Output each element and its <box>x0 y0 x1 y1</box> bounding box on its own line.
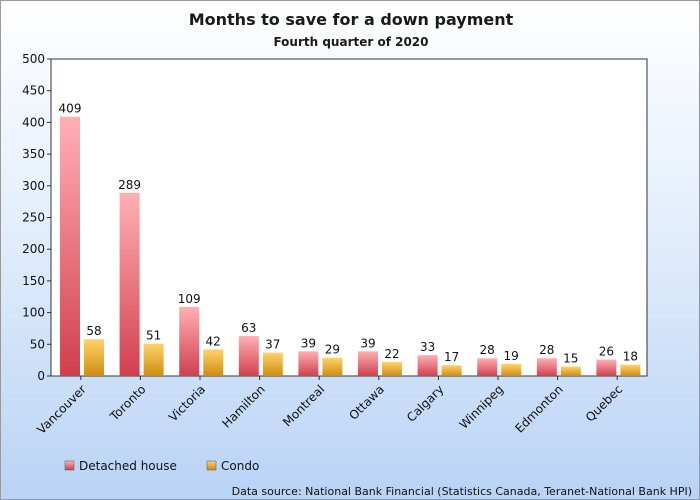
x-tick-label: Montreal <box>280 382 327 429</box>
data-label-detached-house: 409 <box>59 102 82 116</box>
data-label-condo: 17 <box>444 350 459 364</box>
bar-detached-house <box>536 358 557 376</box>
bar-condo <box>143 343 164 376</box>
x-tick-label: Winnipeg <box>457 382 507 432</box>
y-tick-label: 50 <box>30 337 45 351</box>
data-label-condo: 42 <box>206 334 221 348</box>
bar-condo <box>262 352 283 376</box>
data-label-condo: 22 <box>384 347 399 361</box>
data-label-detached-house: 39 <box>360 336 375 350</box>
x-tick-label: Vancouver <box>34 382 89 437</box>
bar-condo <box>560 366 581 376</box>
data-label-detached-house: 28 <box>539 343 554 357</box>
data-label-condo: 37 <box>265 338 280 352</box>
x-tick-label: Victoria <box>166 382 208 424</box>
x-tick-label: Ottawa <box>346 382 387 423</box>
x-tick-label: Hamilton <box>219 382 267 430</box>
y-tick-label: 100 <box>22 306 45 320</box>
legend-label-condo: Condo <box>221 459 259 473</box>
chart-title: Months to save for a down payment <box>189 10 514 29</box>
y-tick-label: 150 <box>22 274 45 288</box>
data-label-detached-house: 63 <box>241 321 256 335</box>
data-label-condo: 19 <box>504 349 519 363</box>
data-label-condo: 18 <box>623 350 638 364</box>
bar-detached-house <box>179 306 200 376</box>
data-label-detached-house: 109 <box>178 292 201 306</box>
y-tick-label: 450 <box>22 84 45 98</box>
x-tick-label: Edmonton <box>512 382 565 435</box>
bar-condo <box>382 362 402 376</box>
legend-swatch-condo <box>206 460 217 471</box>
bar-detached-house <box>119 192 140 376</box>
data-label-condo: 29 <box>325 343 340 357</box>
data-label-condo: 58 <box>86 324 101 338</box>
bar-condo <box>620 364 641 376</box>
bar-condo <box>203 349 224 376</box>
data-label-detached-house: 28 <box>480 343 495 357</box>
chart-subtitle: Fourth quarter of 2020 <box>273 35 428 49</box>
data-label-condo: 51 <box>146 329 161 343</box>
legend-swatch-detached-house <box>64 460 75 471</box>
data-label-detached-house: 26 <box>599 345 614 359</box>
y-tick-label: 500 <box>22 52 45 66</box>
data-label-detached-house: 39 <box>301 336 316 350</box>
y-tick-label: 250 <box>22 211 45 225</box>
y-axis: 0 50 100 150 200 250 300 350 400 450 500 <box>22 52 51 383</box>
bar-detached-house <box>417 355 438 376</box>
data-label-detached-house: 33 <box>420 340 435 354</box>
data-label-detached-house: 289 <box>118 178 141 192</box>
bar-condo <box>501 363 522 376</box>
y-tick-label: 350 <box>22 147 45 161</box>
bar-detached-house <box>358 351 378 376</box>
bar-condo <box>441 365 462 376</box>
data-label-condo: 15 <box>563 351 578 365</box>
bar-detached-house <box>60 116 80 376</box>
legend-label-detached-house: Detached house <box>79 459 177 473</box>
y-tick-label: 200 <box>22 242 45 256</box>
plot-area <box>50 58 648 377</box>
x-tick-label: Toronto <box>107 382 149 424</box>
bars: 409 58 289 51 109 42 63 37 39 29 39 22 33 17 28 19 28 15 2… <box>59 102 641 376</box>
bar-detached-house <box>298 351 319 376</box>
y-tick-label: 300 <box>22 179 45 193</box>
bar-detached-house <box>238 336 259 376</box>
bar-detached-house <box>477 358 498 376</box>
y-tick-label: 0 <box>37 369 45 383</box>
bar-condo <box>84 339 104 376</box>
x-tick-label: Calgary <box>404 382 446 424</box>
bar-detached-house <box>596 359 617 376</box>
y-tick-label: 400 <box>22 115 45 129</box>
x-axis: Vancouver Toronto Victoria Hamilton Montreal… <box>34 376 625 437</box>
legend: Detached house Condo <box>64 459 259 473</box>
x-tick-label: Quebec <box>583 382 625 424</box>
bar-condo <box>322 357 343 376</box>
data-source-note: Data source: National Bank Financial (St… <box>232 485 692 498</box>
